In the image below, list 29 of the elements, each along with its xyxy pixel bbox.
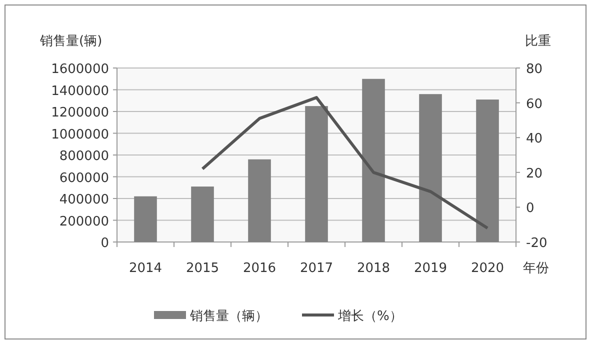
y2tick: 80 <box>526 62 543 77</box>
legend-label: 增长（%） <box>337 309 402 324</box>
legend-item: 增长（%） <box>302 309 402 324</box>
ytick: 1400000 <box>51 84 109 99</box>
ylabel: 销售量(辆) <box>40 34 102 49</box>
ytick: 1600000 <box>51 62 109 77</box>
xtick: 2016 <box>242 261 276 276</box>
ytick: 1000000 <box>51 127 109 142</box>
xtick: 2017 <box>300 261 334 276</box>
y2label: 比重 <box>525 34 551 49</box>
legend-label: 销售量（辆） <box>189 309 268 324</box>
ytick: 400000 <box>59 192 109 208</box>
ytick: 1200000 <box>51 106 109 120</box>
ytick: 200000 <box>59 214 109 230</box>
xtick: 2018 <box>356 261 390 276</box>
y2tick: 40 <box>526 132 543 147</box>
y2tick: 20 <box>526 166 543 182</box>
xlabel: 年份 <box>523 261 549 276</box>
xtick: 2015 <box>186 261 220 276</box>
y2tick: 0 <box>526 201 534 216</box>
ytick: 0 <box>100 236 109 251</box>
y2tick: 60 <box>526 96 543 112</box>
xtick: 2014 <box>128 261 162 276</box>
ytick: 600000 <box>59 170 109 186</box>
y2tick: -20 <box>526 236 548 251</box>
xtick: 2020 <box>470 261 504 276</box>
ytick: 800000 <box>59 149 109 164</box>
legend-item: 销售量（辆） <box>154 309 268 324</box>
xtick: 2019 <box>414 261 448 276</box>
